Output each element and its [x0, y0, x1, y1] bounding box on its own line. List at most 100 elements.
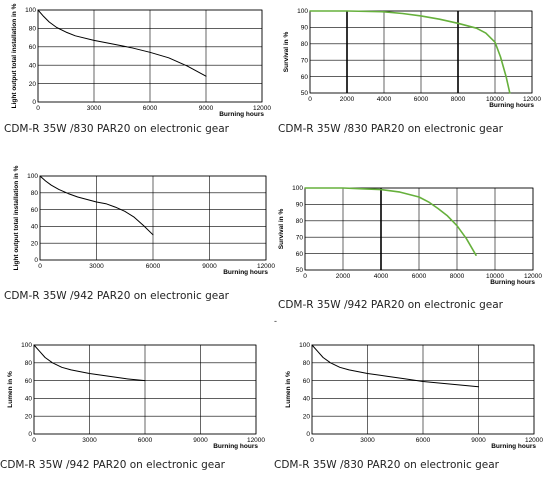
x-tick-label: 6000: [138, 437, 153, 444]
x-tick-label: 6000: [146, 263, 161, 270]
y-tick-label: 100: [292, 185, 303, 192]
x-tick-label: 3000: [82, 437, 97, 444]
stray-mark: -: [274, 316, 277, 326]
x-tick-label: 3000: [87, 105, 102, 112]
y-tick-label: 100: [25, 7, 36, 14]
x-tick-label: 4000: [374, 273, 389, 280]
caption-chart-1: CDM-R 35W /830 PAR20 on electronic gear: [4, 123, 229, 135]
y-tick-label: 80: [29, 26, 37, 33]
x-tick-label: 0: [36, 105, 40, 112]
x-tick-label: 12000: [524, 273, 542, 280]
y-tick-label: 0: [34, 257, 38, 264]
chart-5: 0 3000 6000 9000 12000 0 20 40 60 80 100 Burning ho…: [7, 342, 265, 450]
x-tick-label: 12000: [523, 96, 541, 103]
plot-frame: [311, 344, 535, 435]
plot-6: 0 3000 6000 9000 12000 0 20 40 60 80 100 Burning ho…: [285, 342, 543, 450]
x-tick-label: 8000: [450, 273, 465, 280]
x-tick-label: 12000: [253, 105, 271, 112]
plot-frame: [309, 10, 533, 94]
y-tick-label: 20: [25, 413, 33, 420]
x-tick-label: 2000: [336, 273, 351, 280]
y-tick-label: 0: [306, 431, 310, 438]
x-tick-label: 12000: [257, 263, 275, 270]
caption-chart-4: CDM-R 35W /942 PAR20 on electronic gear: [278, 299, 503, 311]
x-tick-label: 6000: [143, 105, 158, 112]
plot-frame: [33, 344, 257, 435]
x-axis-label: Burning hours: [223, 269, 268, 276]
y-tick-label: 20: [31, 240, 39, 247]
y-tick-label: 80: [25, 360, 33, 367]
chart-2: 0 2000 4000 6000 8000 10000 12000 50 60 70 80 90 100…: [283, 8, 541, 109]
x-tick-label: 10000: [486, 96, 504, 103]
y-tick-label: 40: [303, 396, 311, 403]
x-tick-label: 9000: [471, 437, 486, 444]
x-tick-label: 2000: [340, 96, 355, 103]
series-line: [39, 175, 154, 236]
series-line: [309, 10, 511, 94]
series-line: [37, 9, 207, 77]
y-axis-label: Lumen in %: [7, 371, 14, 408]
x-tick-label: 3000: [89, 263, 104, 270]
y-tick-label: 50: [296, 267, 304, 274]
y-axis-label: Light output total installation in %: [13, 165, 20, 270]
x-axis-label: Burning hours: [213, 443, 258, 450]
x-axis-label: Burning hours: [491, 443, 536, 450]
y-tick-label: 0: [32, 99, 36, 106]
y-tick-label: 80: [296, 218, 304, 225]
y-tick-label: 20: [303, 413, 311, 420]
y-tick-label: 60: [301, 74, 309, 81]
caption-chart-3: CDM-R 35W /942 PAR20 on electronic gear: [4, 290, 229, 302]
x-tick-label: 12000: [525, 437, 543, 444]
y-tick-label: 40: [31, 224, 39, 231]
y-tick-label: 60: [303, 378, 311, 385]
x-tick-label: 0: [310, 437, 314, 444]
y-tick-label: 0: [28, 431, 32, 438]
caption-chart-5: CDM-R 35W /942 PAR20 on electronic gear: [0, 459, 225, 471]
x-tick-label: 3000: [360, 437, 375, 444]
x-tick-label: 10000: [486, 273, 504, 280]
y-tick-label: 70: [296, 234, 304, 241]
x-tick-label: 4000: [377, 96, 392, 103]
y-axis-label: Survival in %: [283, 32, 290, 73]
plot-frame: [304, 187, 534, 271]
plot-1: 0 3000 6000 9000 12000 0 20 40 60 80 100 Burning ho…: [11, 3, 271, 118]
y-tick-label: 80: [301, 41, 309, 48]
y-tick-label: 60: [31, 207, 39, 214]
y-tick-label: 60: [29, 44, 37, 51]
chart-1: 0 3000 6000 9000 12000 0 20 40 60 80 100 Burning ho…: [11, 3, 271, 118]
x-axis-label: Burning hours: [219, 111, 264, 118]
y-tick-label: 60: [25, 378, 33, 385]
y-tick-label: 40: [29, 62, 37, 69]
plot-frame: [37, 9, 263, 103]
y-tick-label: 80: [31, 190, 39, 197]
y-tick-label: 100: [21, 342, 32, 349]
x-tick-label: 6000: [416, 437, 431, 444]
x-tick-label: 0: [32, 437, 36, 444]
x-tick-label: 0: [308, 96, 312, 103]
caption-chart-2: CDM-R 35W /830 PAR20 on electronic gear: [278, 123, 503, 135]
plot-3: 0 3000 6000 9000 12000 0 20 40 60 80 100 Burning ho…: [13, 165, 275, 276]
x-tick-label: 9000: [202, 263, 217, 270]
plot-5: 0 3000 6000 9000 12000 0 20 40 60 80 100 Burning ho…: [7, 342, 265, 450]
chart-6: 0 3000 6000 9000 12000 0 20 40 60 80 100 Burning ho…: [285, 342, 543, 450]
plot-2: 0 2000 4000 6000 8000 10000 12000 50 60 70 80 90 100…: [283, 8, 541, 109]
series-line: [304, 187, 477, 256]
y-axis-label: Lumen in %: [285, 371, 292, 408]
y-tick-label: 40: [25, 396, 33, 403]
y-tick-label: 20: [29, 81, 37, 88]
series-line: [311, 344, 479, 388]
y-tick-label: 100: [27, 173, 38, 180]
x-tick-label: 0: [38, 263, 42, 270]
y-tick-label: 100: [297, 8, 308, 15]
y-axis-label: Survival in %: [278, 209, 285, 250]
y-axis-label: Light output total installation in %: [11, 3, 18, 108]
x-tick-label: 9000: [193, 437, 208, 444]
y-tick-label: 90: [301, 25, 309, 32]
x-axis-label: Burning hours: [489, 102, 534, 109]
x-tick-label: 6000: [412, 273, 427, 280]
x-tick-label: 12000: [247, 437, 265, 444]
y-tick-label: 90: [296, 202, 304, 209]
plot-4: 0 2000 4000 6000 8000 10000 12000 50 60 70 80 90 100…: [278, 185, 542, 286]
x-tick-label: 8000: [451, 96, 466, 103]
y-tick-label: 60: [296, 251, 304, 258]
